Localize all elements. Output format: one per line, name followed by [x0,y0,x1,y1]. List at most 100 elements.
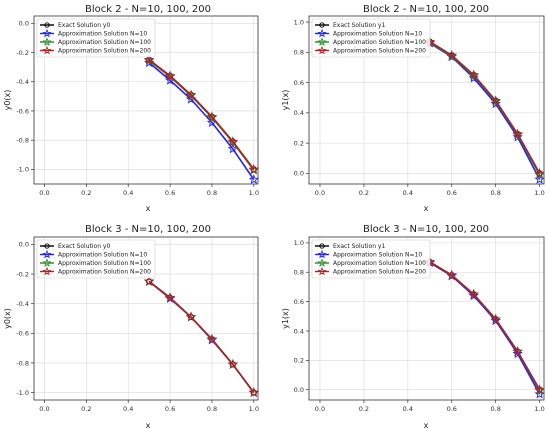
legend-marker [42,37,52,46]
legend-entry: Exact Solution y1 [333,22,385,29]
y-tick-label: 0.0 [19,20,29,28]
series-line [429,41,541,174]
series-line [148,59,255,170]
series-line [148,280,255,394]
data-point [534,384,545,395]
x-tick-label: 0.8 [491,189,501,197]
legend-entry: Approximation Solution N=10 [333,31,422,38]
legend-entry: Approximation Solution N=100 [333,260,426,267]
legend-marker [319,22,325,28]
y-tick-label: 0.0 [294,386,304,394]
axes-frame [308,15,545,185]
data-point [227,358,239,369]
x-axis-label: x [424,421,429,430]
y-tick-label: 0.2 [294,139,304,147]
chart-panel-3: 0.0 0.2 0.4 0.6 0.8 1.0 0.0 -0.2 -0.4 -0.6 -0.8 -1.… [3,224,259,430]
series-line [429,261,541,391]
x-tick-label: 0.6 [165,189,175,197]
legend-entry: Exact Solution y1 [333,243,385,250]
data-point [446,49,457,60]
x-tick-label: 0.8 [207,405,217,413]
data-point [164,70,176,81]
data-point [490,98,501,109]
x-tick-label: 0.8 [491,405,501,413]
y-tick-label: 0.0 [294,170,304,178]
data-point [512,128,523,139]
series-line [148,62,255,181]
chart-title: Block 2 - N=10, 100, 200 [363,4,489,15]
x-tick-label: 1.0 [534,189,544,197]
y-tick-label: 1.0 [294,18,304,26]
legend-entry: Approximation Solution N=10 [333,252,422,259]
data-point [446,269,457,280]
data-point [468,69,479,80]
data-point [185,89,197,100]
legend-entry: Approximation Solution N=200 [58,48,151,55]
legend-entry: Approximation Solution N=100 [58,260,151,267]
x-tick-label: 0.6 [447,405,457,413]
y-tick-label: 0.4 [294,109,304,117]
x-tick-label: 0.0 [39,405,49,413]
legend-box [311,239,431,279]
legend-entry: Exact Solution y0 [58,243,110,250]
data-point [206,333,218,344]
chart-title: Block 3 - N=10, 100, 200 [85,224,211,235]
data-point [248,387,259,398]
x-tick-label: 0.2 [359,405,369,413]
data-point [534,174,545,184]
data-point [534,169,545,180]
data-point [143,275,155,286]
x-tick-label: 0.0 [315,189,325,197]
y-tick-label: -0.2 [16,49,29,57]
y-tick-label: -0.4 [16,78,29,86]
y-tick-label: 0.6 [294,298,304,306]
legend-marker [42,45,52,55]
data-point [490,315,501,326]
legend-marker [44,22,50,28]
data-point [206,111,218,122]
y-tick-label: -1.0 [16,389,29,397]
legend-marker [42,28,52,38]
legend-box [311,18,431,58]
x-tick-label: 0.6 [165,405,175,413]
y-tick-label: 0.8 [294,269,304,277]
legend-marker [42,249,52,259]
y-tick-label: -0.6 [16,330,29,338]
data-point [185,311,197,322]
x-tick-label: 1.0 [249,405,259,413]
y-tick-label: -0.6 [16,107,29,115]
data-point [534,167,545,178]
x-tick-label: 0.4 [123,189,133,197]
x-axis-label: x [146,204,151,213]
x-tick-label: 0.6 [447,189,457,197]
data-point [534,388,545,399]
legend-entry: Approximation Solution N=200 [333,269,426,276]
legend-entry: Approximation Solution N=100 [58,39,151,46]
data-point [468,72,479,83]
chart-panel-1: 0.0 0.2 0.4 0.6 0.8 1.0 0.0 -0.2 -0.4 -0.6 -0.8 -1.… [3,4,260,213]
legend-box [36,239,156,279]
x-tick-label: 0.4 [403,189,413,197]
data-point [490,95,501,106]
x-tick-label: 1.0 [534,405,544,413]
data-point [248,163,260,174]
data-point [490,313,501,324]
y-axis-label: y1(x) [281,90,290,111]
x-tick-label: 1.0 [249,189,259,197]
legend-marker [317,249,327,259]
legend-marker [317,37,327,46]
x-tick-label: 0.8 [207,189,217,197]
y-axis-label: y0(x) [3,308,12,329]
x-tick-label: 0.0 [39,189,49,197]
legend-entry: Approximation Solution N=200 [333,48,426,55]
x-tick-label: 0.2 [81,405,91,413]
legend-marker [42,258,52,267]
y-tick-label: 1.0 [294,239,304,247]
x-axis-label: x [146,421,151,430]
axes-frame [308,236,545,401]
legend-entry: Approximation Solution N=10 [58,252,147,259]
y-tick-label: -0.8 [16,136,29,144]
chart-panel-4: 0.0 0.2 0.4 0.6 0.8 1.0 0.0 0.2 0.4 0.6 0.8 1.0 Bloc… [281,224,545,430]
axes-frame [33,236,259,401]
